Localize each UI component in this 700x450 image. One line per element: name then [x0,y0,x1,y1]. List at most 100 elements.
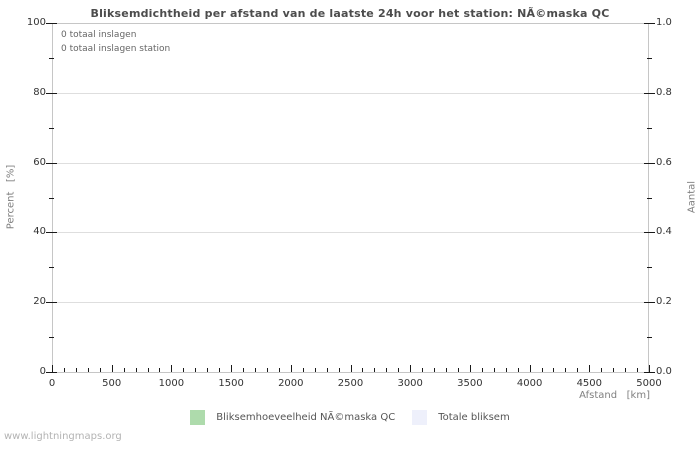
gridline [53,92,648,94]
y-tick [647,57,652,59]
annotation-total-strikes: 0 totaal inslagen [61,30,137,40]
x-tick [135,368,137,372]
x-tick-label: 2500 [337,378,364,389]
annotation-total-strikes-station: 0 totaal inslagen station [61,44,171,54]
x-tick [649,365,650,372]
watermark: www.lightningmaps.org [4,431,122,442]
y-tick [647,197,652,199]
x-tick [290,365,292,372]
y-tick-label-left: 40 [33,226,46,238]
x-tick [613,368,615,372]
x-tick [231,365,233,372]
x-tick [266,368,268,372]
y-tick-label-left: 0 [39,366,46,377]
y-tick [644,92,655,94]
x-tick-label: 3000 [397,378,423,389]
x-tick [338,368,340,372]
x-tick [219,368,221,372]
x-tick [374,368,376,372]
y-tick [647,337,652,339]
x-tick [195,368,197,372]
y-tick-label-right: 0.0 [656,366,672,377]
x-tick [87,368,89,372]
y-tick-label-right: 1.0 [656,17,672,28]
x-tick [601,368,603,372]
legend-item-total-lightning: Totale bliksem [412,410,510,425]
x-tick [577,368,579,372]
y-tick-label-left: 100 [26,17,46,28]
x-tick-label: 1000 [158,378,185,389]
y-tick [644,23,655,24]
y-tick-label-right: 0.4 [656,226,672,238]
chart-title: Bliksemdichtheid per afstand van de laat… [90,7,610,20]
x-tick [183,368,185,372]
x-tick [422,368,424,372]
x-tick [302,368,304,372]
y-tick [46,232,57,234]
x-tick [481,368,483,372]
x-tick [111,365,113,372]
x-tick-label: 0 [48,378,56,389]
x-tick [493,368,495,372]
plot-annotations: 0 totaal inslagen 0 totaal inslagen stat… [61,28,170,56]
y-tick-label-right: 0.8 [656,86,672,98]
legend-swatch-total-lightning-icon [412,410,428,425]
y-tick [644,232,655,234]
x-tick [159,368,161,372]
x-tick [589,365,591,372]
x-tick [553,368,555,372]
x-tick [207,368,209,372]
y-tick [46,372,57,373]
legend-item-station-density: Bliksemhoeveelheid NÃ©maska QC [190,410,395,425]
y-tick-label-left: 80 [33,86,46,98]
y-tick [46,302,57,304]
x-tick [529,365,531,372]
x-tick [517,368,519,372]
x-tick [123,368,125,372]
y-tick [46,92,57,94]
x-tick [386,368,388,372]
x-tick [314,368,316,372]
legend-label-total-lightning: Totale bliksem [438,412,510,423]
x-tick [457,368,459,372]
y-tick [49,337,54,339]
x-tick [171,365,173,372]
y-tick [49,267,54,269]
y-tick [49,197,54,199]
gridline [53,162,648,164]
x-tick [278,368,280,372]
plot-area [52,23,649,373]
x-tick [505,368,507,372]
x-tick [350,365,352,372]
y-tick [644,372,655,373]
x-tick [565,368,567,372]
x-tick [625,368,627,372]
x-tick-label: 4000 [516,378,543,389]
legend-label-station-density: Bliksemhoeveelheid NÃ©maska QC [216,412,396,423]
y-tick [46,23,57,24]
x-tick [99,368,101,372]
y-tick [644,162,655,164]
x-tick-label: 2000 [278,378,304,389]
x-tick [410,365,412,372]
legend-swatch-station-density-icon [190,410,206,425]
gridline [53,302,648,304]
x-axis-label: Afstand [km] [579,390,650,401]
y-tick [46,162,57,164]
x-tick [147,368,149,372]
y-axis-label-left: Percent [%] [5,164,17,230]
y-tick [644,302,655,304]
x-tick [254,368,256,372]
y-tick-label-left: 20 [33,296,46,308]
x-tick-label: 4500 [576,378,603,389]
x-tick [541,368,543,372]
x-tick-label: 5000 [636,378,662,389]
x-tick [469,365,471,372]
y-axis-label-right: Aantal [686,180,698,214]
x-tick [362,368,364,372]
x-tick [398,368,400,372]
x-tick [446,368,448,372]
x-tick-label: 1500 [218,378,244,389]
y-tick [49,127,54,129]
